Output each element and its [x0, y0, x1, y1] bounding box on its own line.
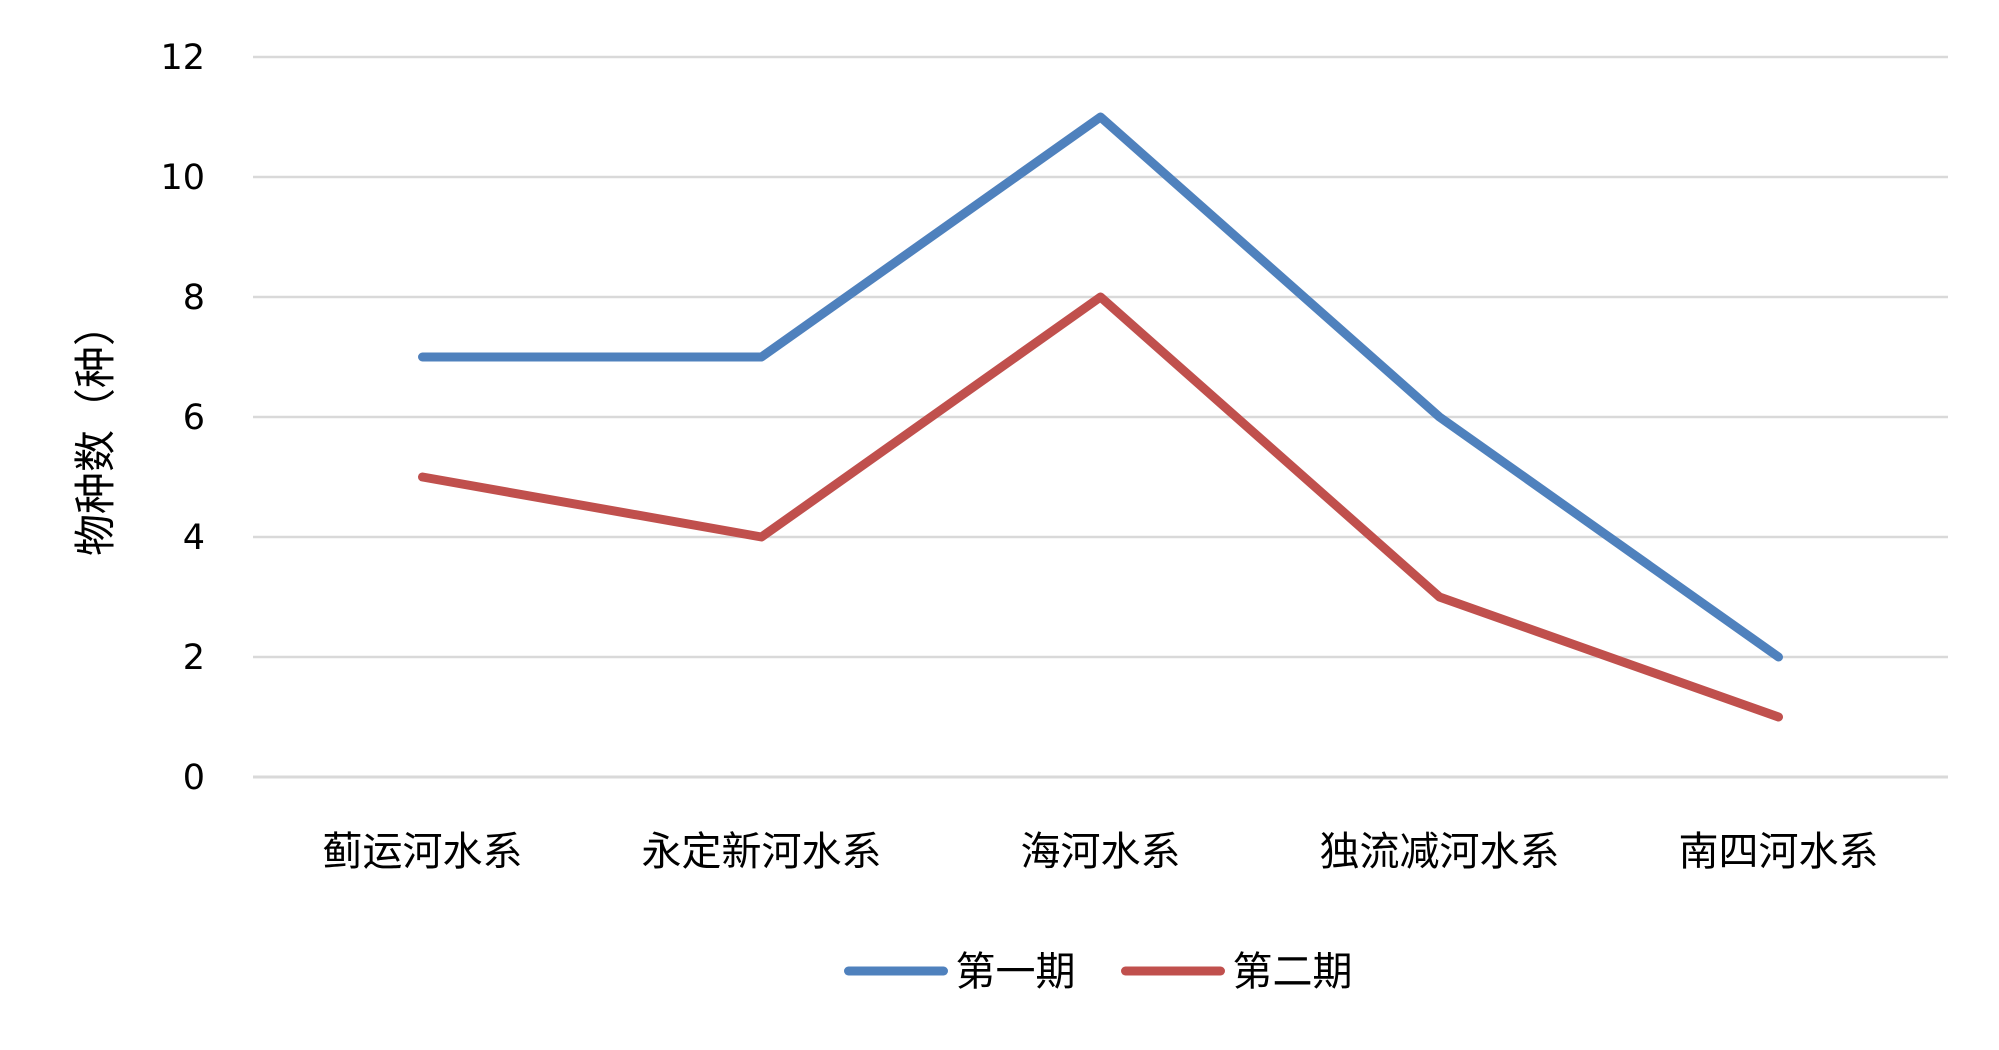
y-axis-title: 物种数（种）: [71, 304, 120, 556]
x-category-label: 蓟运河水系: [323, 829, 523, 875]
y-tick-label: 0: [183, 758, 205, 798]
x-axis-category-labels: 蓟运河水系 永定新河水系 海河水系 独流减河水系 南四河水系: [323, 829, 1879, 875]
gridlines: [253, 55, 1948, 779]
x-category-label: 海河水系: [1021, 829, 1181, 875]
y-tick-label: 2: [183, 638, 205, 678]
series-lines: [418, 112, 1783, 722]
y-tick-label: 4: [183, 518, 205, 558]
legend: 第一期 第二期: [844, 949, 1353, 995]
series-line-1: [418, 112, 1783, 662]
y-axis-tick-labels: 0 2 4 6 8 10 12: [160, 38, 205, 798]
y-tick-label: 10: [160, 158, 205, 198]
series-line-2: [418, 292, 1783, 722]
x-category-label: 永定新河水系: [642, 829, 882, 875]
x-category-label: 南四河水系: [1679, 829, 1879, 875]
legend-label: 第一期: [956, 949, 1076, 995]
x-category-label: 独流减河水系: [1320, 829, 1560, 875]
legend-label: 第二期: [1233, 949, 1353, 995]
y-tick-label: 8: [183, 278, 205, 318]
y-tick-label: 12: [160, 38, 205, 78]
y-tick-label: 6: [183, 398, 205, 438]
